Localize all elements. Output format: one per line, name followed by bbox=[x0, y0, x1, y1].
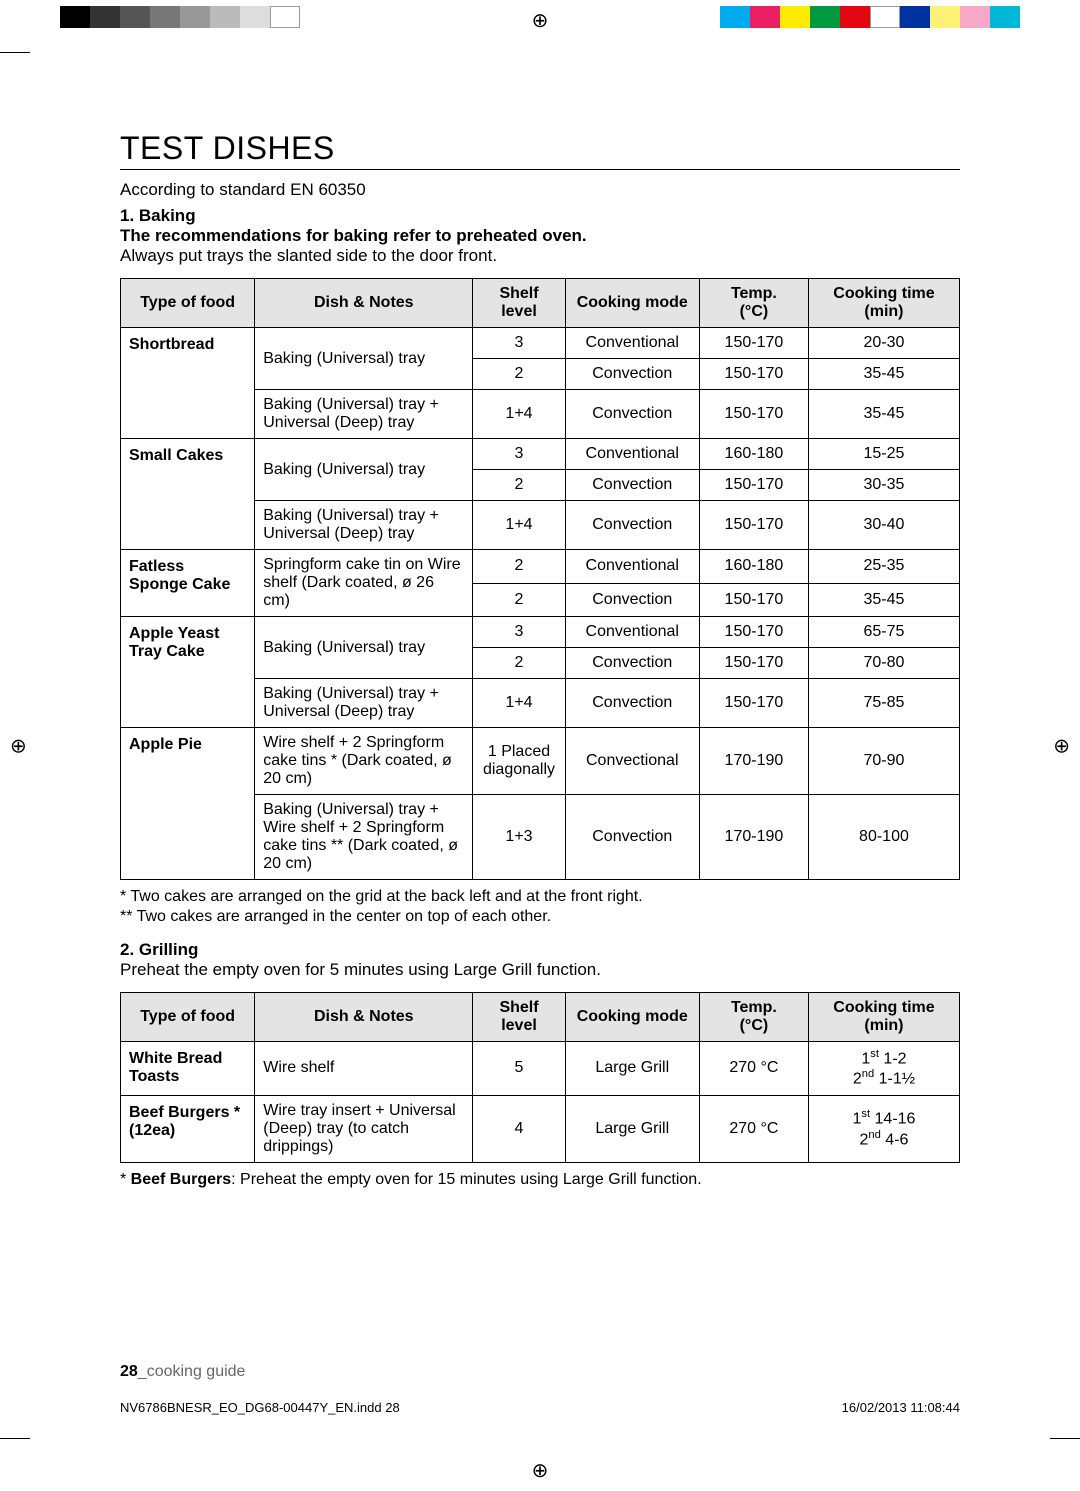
registration-mark-icon: ⊕ bbox=[10, 733, 27, 758]
registration-mark-icon: ⊕ bbox=[532, 8, 549, 33]
grilling-table: Type of foodDish & NotesShelf levelCooki… bbox=[120, 992, 960, 1163]
subtitle: According to standard EN 60350 bbox=[120, 180, 960, 200]
section-baking-sub: The recommendations for baking refer to … bbox=[120, 226, 960, 246]
meta-filename: NV6786BNESR_EO_DG68-00447Y_EN.indd 28 bbox=[120, 1400, 400, 1415]
registration-mark-icon: ⊕ bbox=[532, 1458, 549, 1483]
grilling-footnote: * Beef Burgers: Preheat the empty oven f… bbox=[120, 1171, 960, 1189]
page-content: TEST DISHES According to standard EN 603… bbox=[60, 60, 1020, 1431]
meta-date: 16/02/2013 11:08:44 bbox=[842, 1400, 960, 1415]
page-footer: 28_cooking guide bbox=[120, 1363, 960, 1381]
section-grilling-note: Preheat the empty oven for 5 minutes usi… bbox=[120, 960, 960, 980]
section-grilling-head: 2. Grilling bbox=[120, 940, 960, 960]
registration-mark-icon: ⊕ bbox=[1053, 733, 1070, 758]
crop-mark bbox=[0, 1438, 30, 1439]
page-title: TEST DISHES bbox=[120, 130, 960, 170]
print-metadata: NV6786BNESR_EO_DG68-00447Y_EN.indd 28 16… bbox=[120, 1400, 960, 1415]
section-baking-head: 1. Baking bbox=[120, 206, 960, 226]
section-baking-note: Always put trays the slanted side to the… bbox=[120, 246, 960, 266]
baking-table: Type of foodDish & NotesShelf levelCooki… bbox=[120, 278, 960, 880]
crop-mark bbox=[0, 52, 30, 53]
crop-mark bbox=[1050, 1438, 1080, 1439]
page-number: 28 bbox=[120, 1363, 138, 1380]
footer-label: _cooking guide bbox=[138, 1363, 246, 1380]
baking-footnotes: * Two cakes are arranged on the grid at … bbox=[120, 888, 960, 926]
